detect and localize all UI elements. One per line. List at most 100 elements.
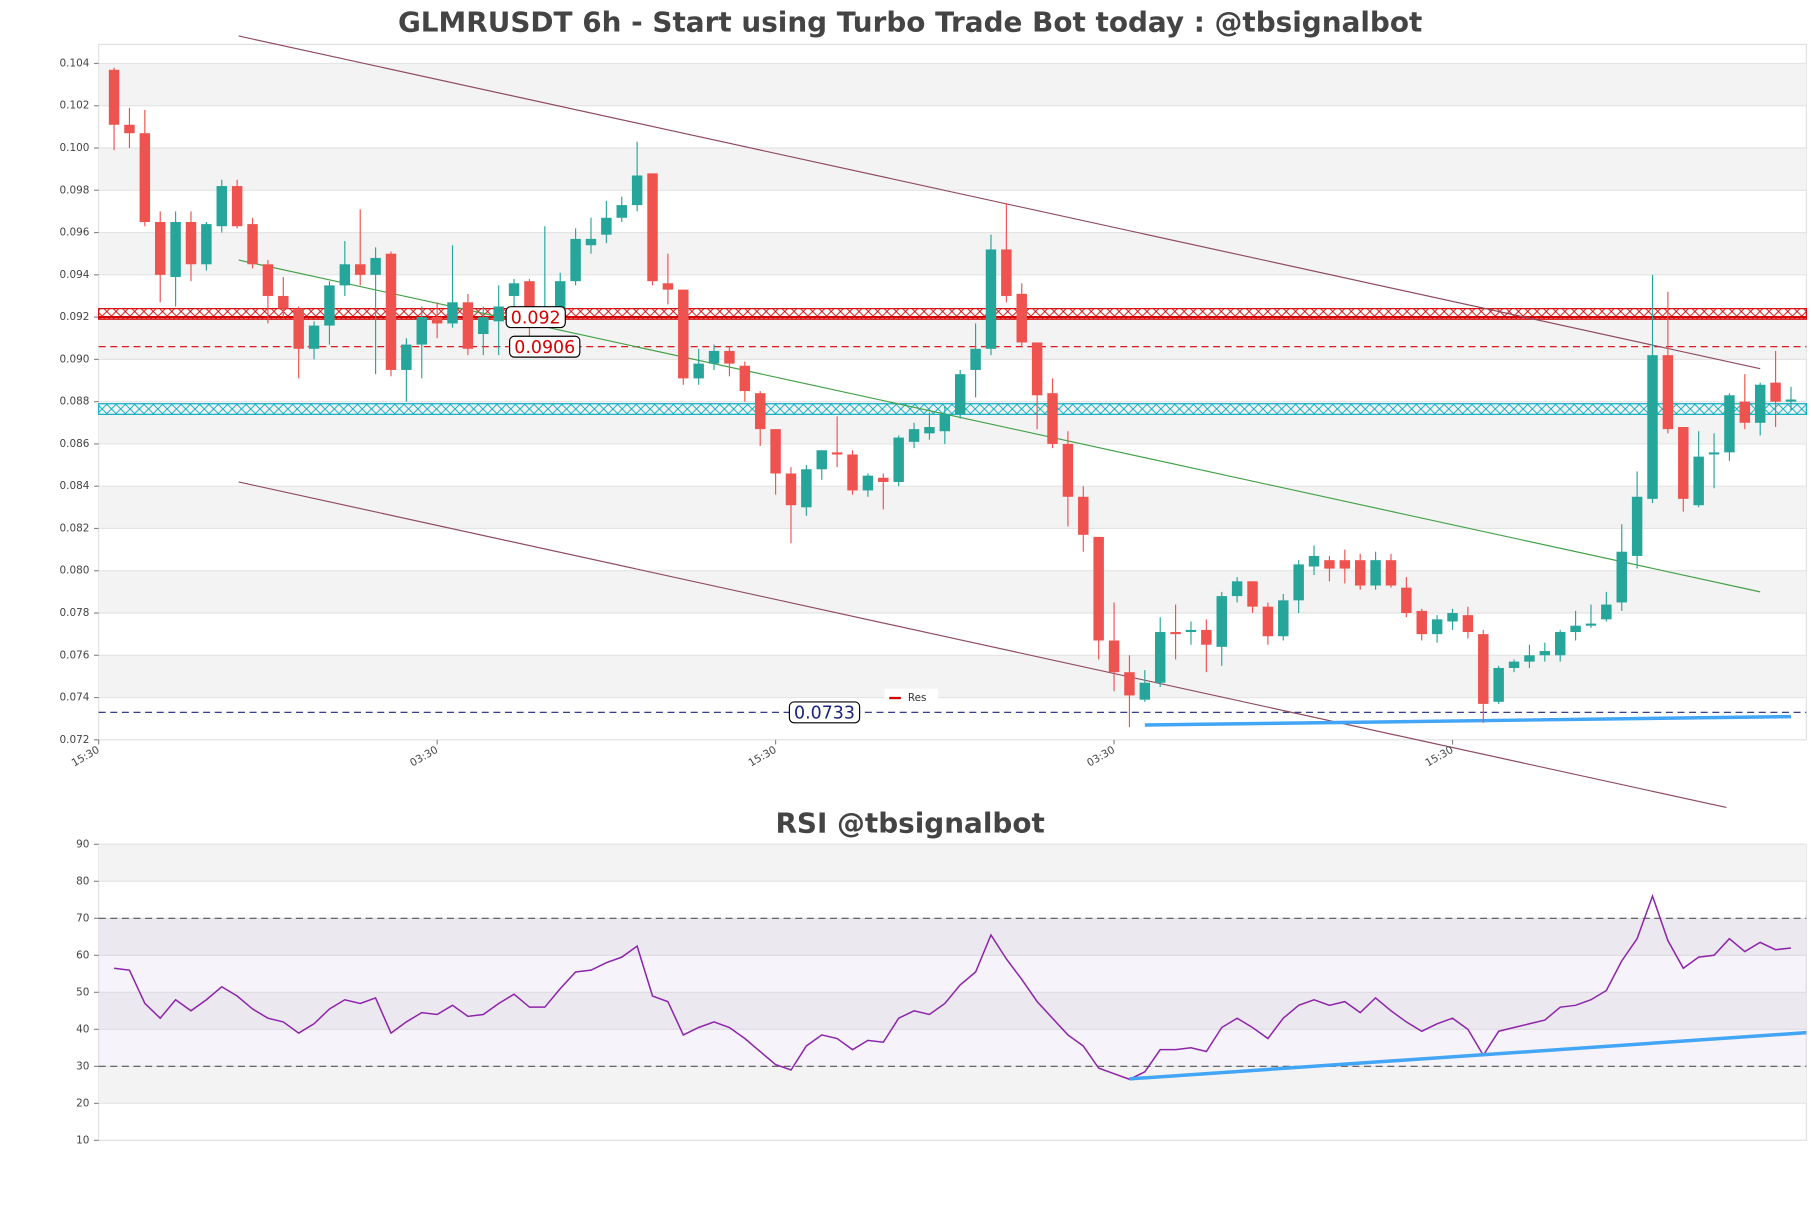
trend-line bbox=[1129, 1030, 1807, 1081]
candle-body bbox=[1216, 596, 1227, 647]
candle-body bbox=[970, 348, 981, 370]
candle-body bbox=[785, 473, 797, 506]
y-tick-label: 60 bbox=[76, 949, 89, 961]
x-tick-label: 15:30 bbox=[747, 744, 779, 769]
candle-body bbox=[185, 221, 197, 265]
candle-body bbox=[1154, 632, 1166, 683]
grid-band bbox=[98, 844, 1807, 882]
x-tick-label: 03:30 bbox=[408, 744, 440, 769]
trend-line bbox=[238, 481, 1727, 809]
candle-body bbox=[324, 285, 335, 326]
candle-body bbox=[1785, 399, 1797, 402]
y-tick-label: 0.076 bbox=[59, 649, 89, 661]
candle-body bbox=[1678, 427, 1689, 499]
rsi-line bbox=[114, 893, 1792, 1081]
grid-band bbox=[98, 918, 1807, 956]
candle-body bbox=[908, 429, 920, 442]
y-tick-label: 0.078 bbox=[59, 607, 89, 619]
candle-body bbox=[1662, 355, 1674, 430]
candle-body bbox=[1724, 395, 1735, 453]
grid-band bbox=[98, 63, 1807, 106]
candle-body bbox=[108, 69, 120, 125]
candle-body bbox=[1185, 629, 1197, 633]
candle-body bbox=[1231, 581, 1243, 597]
candle-body bbox=[693, 363, 704, 379]
y-tick-label: 90 bbox=[76, 838, 89, 850]
candle-body bbox=[985, 249, 997, 349]
candle-body bbox=[939, 414, 951, 432]
grid-band bbox=[98, 570, 1807, 614]
candle-body bbox=[339, 264, 351, 286]
level-band bbox=[98, 918, 1807, 1067]
y-tick-label: 10 bbox=[76, 1134, 89, 1146]
candle-body bbox=[462, 302, 474, 349]
candle-body bbox=[570, 238, 581, 282]
candle-body bbox=[1124, 672, 1135, 696]
level-label: 0.0733 bbox=[794, 704, 855, 724]
candle-body bbox=[154, 221, 166, 275]
candle-body bbox=[493, 306, 504, 322]
candle-body bbox=[1754, 384, 1766, 423]
y-tick-label: 0.090 bbox=[59, 353, 89, 365]
candle-body bbox=[247, 224, 258, 265]
chart-title: GLMRUSDT 6h - Start using Turbo Trade Bo… bbox=[398, 6, 1422, 39]
candle-body bbox=[678, 289, 689, 379]
y-tick-label: 0.074 bbox=[59, 692, 89, 704]
candle-body bbox=[662, 283, 674, 290]
grid-band bbox=[98, 148, 1807, 191]
y-tick-label: 0.096 bbox=[59, 227, 89, 239]
candle-body bbox=[1601, 604, 1612, 620]
candle-body bbox=[1647, 355, 1658, 499]
candle-body bbox=[1339, 560, 1351, 569]
candle-body bbox=[1708, 452, 1720, 455]
candle-body bbox=[401, 344, 412, 370]
y-tick-label: 0.098 bbox=[59, 184, 89, 196]
candle-body bbox=[231, 186, 243, 227]
candle-body bbox=[1139, 682, 1151, 700]
zone bbox=[98, 308, 1807, 320]
candle-body bbox=[1170, 632, 1181, 635]
y-tick-label: 0.080 bbox=[59, 565, 89, 577]
candle-body bbox=[1354, 560, 1366, 586]
candle-body bbox=[893, 437, 904, 482]
y-tick-label: 20 bbox=[76, 1097, 89, 1109]
candle-body bbox=[554, 281, 566, 313]
candle-body bbox=[754, 393, 766, 430]
grid-band bbox=[98, 232, 1807, 275]
candle-body bbox=[616, 205, 627, 218]
grid-band bbox=[98, 317, 1807, 360]
candle-body bbox=[739, 365, 751, 392]
candle-body bbox=[1201, 629, 1212, 645]
y-tick-label: 0.072 bbox=[59, 734, 89, 746]
candle-body bbox=[1016, 293, 1027, 343]
y-tick-label: 0.100 bbox=[59, 142, 89, 154]
trend-line bbox=[238, 35, 1761, 370]
candle-body bbox=[293, 308, 304, 349]
candle-body bbox=[170, 221, 181, 277]
candle-body bbox=[262, 264, 274, 296]
candle-body bbox=[601, 217, 612, 235]
candle-body bbox=[431, 317, 443, 324]
candle-body bbox=[647, 173, 658, 282]
candle-body bbox=[1539, 651, 1551, 656]
candle-body bbox=[862, 475, 874, 491]
candle-body bbox=[278, 295, 289, 309]
grid-band bbox=[98, 992, 1807, 1030]
candle-body bbox=[954, 374, 966, 415]
candle-body bbox=[1247, 581, 1258, 607]
candle-body bbox=[1462, 615, 1474, 633]
y-tick-label: 0.082 bbox=[59, 522, 89, 534]
trend-line bbox=[1144, 714, 1791, 727]
candle-body bbox=[1478, 634, 1489, 704]
candle-body bbox=[1524, 655, 1535, 662]
grid-band bbox=[98, 486, 1807, 529]
level-label-box bbox=[505, 306, 566, 329]
candle-body bbox=[385, 253, 397, 370]
candle-body bbox=[1031, 342, 1043, 396]
legend-box bbox=[884, 688, 939, 708]
candle-body bbox=[1108, 640, 1120, 673]
candle-body bbox=[1308, 555, 1320, 567]
candle-body bbox=[1585, 623, 1597, 626]
candle-body bbox=[1447, 613, 1458, 622]
candle-body bbox=[1293, 564, 1304, 601]
